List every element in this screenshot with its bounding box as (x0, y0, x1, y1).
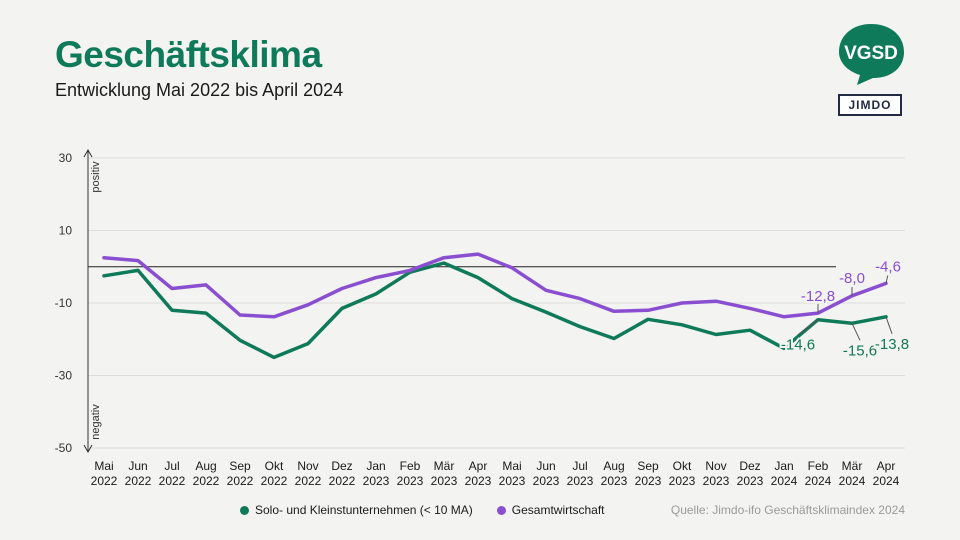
x-tick-year: 2024 (771, 474, 798, 488)
x-tick-label: Jun (536, 459, 555, 473)
chart-title: Geschäftsklima (55, 34, 322, 75)
vgsd-logo: VGSD (839, 24, 904, 85)
x-tick-label: Aug (603, 459, 624, 473)
x-tick-year: 2022 (91, 474, 118, 488)
legend-label-solo: Solo- und Kleinstunternehmen (< 10 MA) (255, 503, 473, 517)
data-label-gesamt: -8,0 (839, 270, 865, 287)
x-tick-year: 2023 (499, 474, 526, 488)
x-tick-year: 2024 (839, 474, 866, 488)
x-tick-year: 2023 (601, 474, 628, 488)
x-tick-label: Feb (808, 459, 829, 473)
chart-legend: Solo- und Kleinstunternehmen (< 10 MA) G… (240, 503, 605, 517)
x-tick-year: 2024 (805, 474, 832, 488)
x-tick-year: 2023 (703, 474, 730, 488)
x-tick-year: 2023 (669, 474, 696, 488)
x-tick-label: Aug (195, 459, 216, 473)
x-tick-year: 2023 (465, 474, 492, 488)
x-tick-label: Jul (164, 459, 179, 473)
x-tick-label: Apr (877, 459, 896, 473)
x-tick-label: Mär (842, 459, 863, 473)
x-tick-year: 2022 (261, 474, 288, 488)
legend-item-solo: Solo- und Kleinstunternehmen (< 10 MA) (240, 503, 473, 517)
x-tick-label: Jan (774, 459, 793, 473)
x-tick-label: Sep (637, 459, 659, 473)
x-tick-label: Dez (331, 459, 352, 473)
x-tick-label: Mär (434, 459, 455, 473)
y-axis-annotation-negative: negativ (90, 404, 102, 440)
source-note: Quelle: Jimdo-ifo Geschäftsklimaindex 20… (670, 503, 905, 517)
data-label-solo: -15,6 (843, 342, 877, 359)
x-tick-year: 2022 (159, 474, 186, 488)
x-tick-year: 2024 (873, 474, 900, 488)
data-label-gesamt: -12,8 (801, 288, 835, 305)
x-tick-year: 2022 (125, 474, 152, 488)
data-label-leader (851, 323, 861, 341)
x-tick-label: Sep (229, 459, 251, 473)
x-tick-label: Nov (297, 459, 318, 473)
legend-item-gesamt: Gesamtwirtschaft (496, 503, 605, 517)
y-tick-label: 30 (59, 151, 73, 165)
x-tick-year: 2022 (295, 474, 322, 488)
series-line-gesamt (102, 252, 888, 319)
data-label-leader (885, 274, 889, 284)
x-tick-year: 2023 (431, 474, 458, 488)
x-tick-year: 2023 (533, 474, 560, 488)
x-tick-label: Feb (400, 459, 421, 473)
x-tick-year: 2023 (363, 474, 390, 488)
x-tick-label: Jun (128, 459, 147, 473)
data-label-leader (885, 316, 893, 334)
y-tick-label: -10 (55, 296, 73, 310)
y-tick-label: 10 (59, 224, 73, 238)
y-axis-annotation-positive: positiv (90, 161, 102, 193)
x-tick-label: Nov (705, 459, 726, 473)
x-tick-year: 2022 (193, 474, 220, 488)
vgsd-logo-text: VGSD (844, 43, 898, 64)
data-label-leader (797, 319, 819, 336)
x-tick-label: Mai (502, 459, 521, 473)
x-tick-label: Dez (739, 459, 760, 473)
data-label-solo: -13,8 (875, 336, 909, 353)
y-tick-label: -30 (55, 369, 73, 383)
x-tick-label: Jan (366, 459, 385, 473)
data-label-solo: -14,6 (781, 337, 815, 354)
x-tick-year: 2023 (737, 474, 764, 488)
chart-subtitle: Entwicklung Mai 2022 bis April 2024 (55, 80, 344, 100)
x-tick-label: Mai (94, 459, 113, 473)
x-tick-year: 2022 (329, 474, 356, 488)
series-line-solo (102, 261, 888, 360)
x-tick-label: Jul (572, 459, 587, 473)
x-tick-year: 2023 (635, 474, 662, 488)
legend-dot-solo (240, 505, 249, 515)
x-tick-label: Okt (265, 459, 284, 473)
x-tick-label: Apr (469, 459, 488, 473)
x-tick-year: 2022 (227, 474, 254, 488)
y-axis-arrow-down (83, 444, 93, 454)
x-tick-label: Okt (673, 459, 692, 473)
legend-label-gesamt: Gesamtwirtschaft (511, 503, 605, 517)
legend-dot-gesamt (496, 505, 506, 515)
data-label-gesamt: -4,6 (875, 258, 901, 275)
x-tick-year: 2023 (567, 474, 594, 488)
y-tick-label: -50 (55, 441, 73, 455)
y-axis-arrow-up (83, 148, 93, 158)
jimdo-logo: JIMDO (838, 94, 902, 116)
x-tick-year: 2023 (397, 474, 424, 488)
